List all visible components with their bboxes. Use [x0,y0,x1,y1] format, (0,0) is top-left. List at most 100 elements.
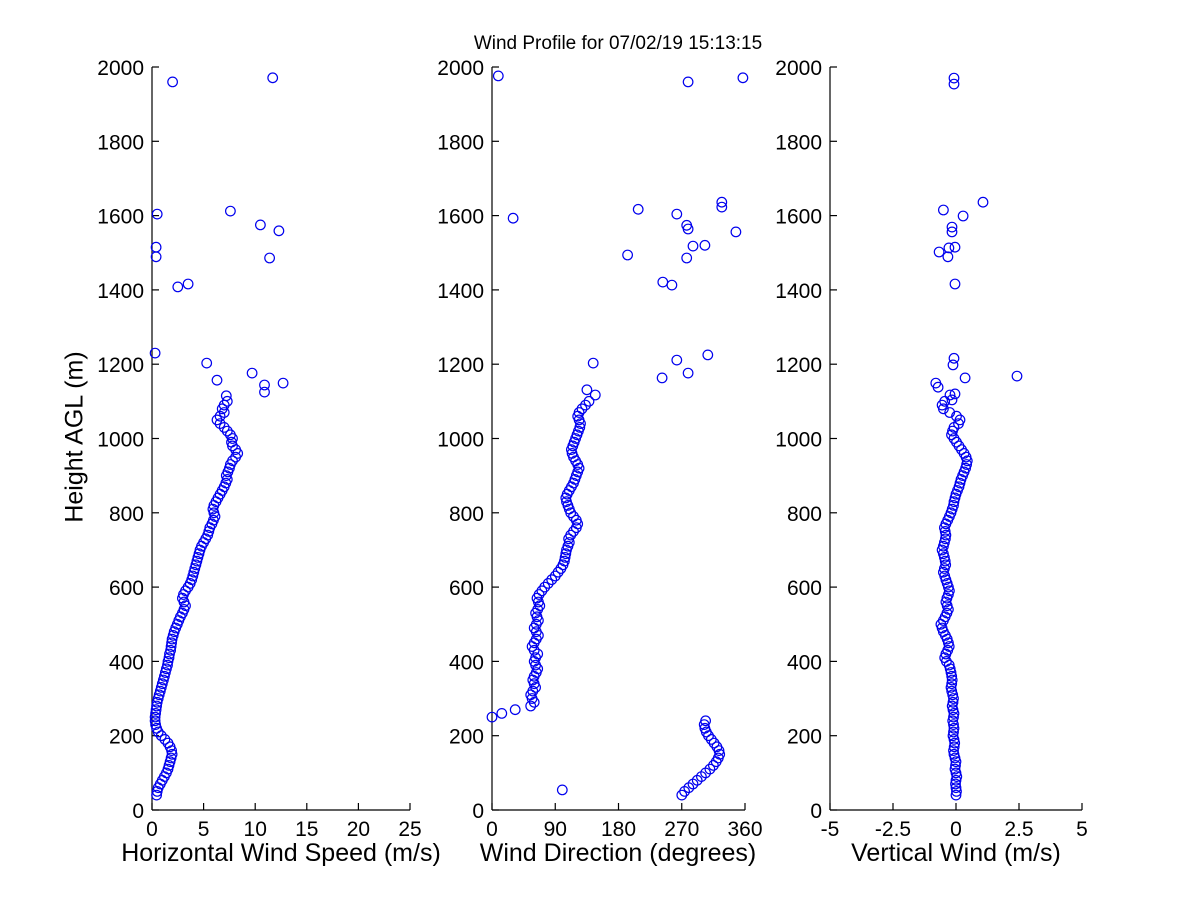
y-tick-label: 1400 [97,280,144,303]
y-tick-label: 800 [109,503,144,526]
data-point [699,722,711,734]
data-point [943,641,955,652]
y-tick-label: 0 [132,800,144,823]
y-tick-label: 0 [472,800,484,823]
data-point [150,719,162,730]
data-point [671,208,683,220]
data-point [943,242,955,254]
y-tick-label: 1000 [775,429,822,452]
data-point [948,722,960,734]
data-point [945,667,957,678]
data-point [565,529,577,541]
data-point [221,425,233,437]
data-point [961,459,972,470]
data-point [273,225,285,237]
data-point [150,708,162,719]
data-point [950,782,962,794]
data-point [946,221,958,233]
y-tick-label: 400 [109,651,144,674]
data-point [149,715,161,727]
data-point [1011,370,1023,382]
data-point [946,394,958,406]
data-point [561,496,572,508]
data-point [150,251,162,263]
y-tick-label: 600 [787,577,822,600]
chart-title: Wind Profile for 07/02/19 15:13:15 [473,33,763,54]
data-point [151,789,163,801]
data-point [657,276,669,288]
data-point [940,529,952,541]
data-point [246,367,258,379]
data-point [939,555,951,567]
data-point [573,407,585,418]
y-tick-label: 200 [109,726,144,749]
data-point [163,652,175,664]
x-tick-label: 0 [950,818,962,841]
data-point [525,700,537,712]
data-point [948,693,959,704]
data-point [150,241,162,253]
data-point [949,737,961,749]
data-point [945,682,957,693]
data-point [708,760,719,771]
x-tick-label: -5 [821,818,840,841]
data-point [947,704,959,716]
data-point [944,407,956,418]
data-point [948,748,960,760]
y-tick-label: 1800 [437,131,484,154]
data-point [622,249,633,261]
data-point [681,252,693,264]
y-tick-label: 200 [787,726,822,749]
data-point [687,240,699,252]
data-point [559,552,571,563]
data-point [165,641,177,652]
y-tick-label: 800 [449,503,484,526]
data-point [947,359,959,371]
y-tick-label: 600 [109,577,144,600]
data-point [938,204,949,216]
data-point [277,377,289,389]
data-point [220,390,232,402]
y-tick-label: 2000 [97,57,144,80]
y-tick-label: 200 [449,726,484,749]
y-tick-label: 400 [449,651,484,674]
data-point [730,226,742,238]
data-point [948,72,960,84]
data-point [716,201,728,213]
data-point [162,737,174,749]
data-point [211,374,223,386]
y-tick-label: 800 [787,503,822,526]
data-point [533,589,545,600]
data-point [149,711,161,723]
data-point [201,357,213,369]
data-point [574,422,586,433]
data-point [162,659,173,671]
data-point [954,414,966,426]
data-point [946,674,958,686]
data-point [947,696,959,708]
data-point [563,537,575,548]
data-point [947,715,959,727]
data-point [708,737,720,749]
data-point [211,414,223,426]
data-point [947,730,959,742]
data-point [527,685,539,697]
x-tick-label: 10 [244,818,267,841]
data-point [507,212,519,224]
x-tick-label: 2.5 [1004,818,1033,841]
x-tick-label: 5 [198,818,210,841]
data-point [676,789,688,801]
y-axis-label: Height AGL (m) [60,351,89,523]
x-tick-label: 270 [664,818,699,841]
data-point [224,205,236,217]
data-point [159,734,171,745]
data-point [151,700,163,712]
data-point [948,352,960,364]
data-point [576,403,588,415]
data-point [940,533,951,545]
data-point [151,208,163,220]
y-tick-label: 1600 [437,206,484,229]
data-point [542,578,554,589]
